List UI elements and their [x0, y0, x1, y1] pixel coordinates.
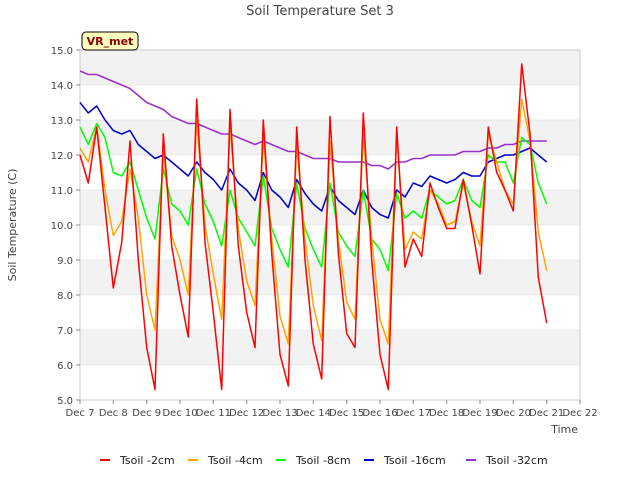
x-tick-label: Dec 18	[429, 408, 464, 419]
grid-band	[80, 225, 580, 260]
grid-band	[80, 365, 580, 400]
y-axis-ticks: 5.0 6.0 7.0 8.0 9.0 10.0 11.0 12.0 13.0 14.0 15.0	[51, 46, 80, 407]
x-tick-label: Dec 7	[66, 408, 95, 419]
y-tick-label: 14.0	[51, 81, 73, 92]
x-tick-label: Dec 14	[296, 408, 331, 419]
y-tick-label: 10.0	[51, 221, 73, 232]
x-tick-label: Dec 17	[396, 408, 431, 419]
y-tick-label: 15.0	[51, 46, 73, 57]
x-tick-label: Dec 15	[329, 408, 364, 419]
station-tag-label: VR_met	[87, 35, 134, 48]
y-tick-label: 7.0	[57, 326, 73, 337]
station-tag: VR_met	[81, 31, 139, 51]
y-tick-label: 12.0	[51, 151, 73, 162]
legend-label: Tsoil -4cm	[207, 454, 263, 467]
y-tick-label: 9.0	[57, 256, 73, 267]
legend-label: Tsoil -16cm	[383, 454, 446, 467]
y-tick-label: 13.0	[51, 116, 73, 127]
grid-band	[80, 330, 580, 365]
series-line-tsoil-16cm	[79, 102, 548, 219]
x-tick-label: Dec 11	[196, 408, 231, 419]
x-axis-label: Time	[550, 423, 578, 436]
series-line-tsoil-8cm	[79, 122, 548, 272]
grid-bands	[80, 50, 580, 401]
x-tick-label: Dec 12	[229, 408, 264, 419]
x-tick-label: Dec 21	[529, 408, 564, 419]
grid-band	[80, 260, 580, 295]
legend-label: Tsoil -8cm	[295, 454, 351, 467]
y-tick-label: 5.0	[57, 396, 73, 407]
legend-label: Tsoil -2cm	[119, 454, 175, 467]
x-tick-label: Dec 20	[496, 408, 531, 419]
y-axis-label: Soil Temperature (C)	[6, 169, 19, 282]
x-tick-label: Dec 19	[462, 408, 497, 419]
x-tick-label: Dec 9	[132, 408, 161, 419]
grid-band	[80, 190, 580, 225]
y-tick-label: 8.0	[57, 291, 73, 302]
x-tick-label: Dec 16	[362, 408, 397, 419]
legend: Tsoil -2cm Tsoil -4cm Tsoil -8cm Tsoil -16c…	[100, 454, 548, 467]
x-tick-label: Dec 13	[262, 408, 297, 419]
grid-band	[80, 50, 580, 85]
grid-band	[80, 295, 580, 330]
y-tick-label: 11.0	[51, 186, 73, 197]
grid-band	[80, 85, 580, 120]
x-tick-label: Dec 8	[99, 408, 128, 419]
y-tick-label: 6.0	[57, 361, 73, 372]
station-tag-box	[81, 31, 139, 51]
series-lines	[79, 63, 548, 391]
legend-label: Tsoil -32cm	[485, 454, 548, 467]
x-tick-label: Dec 22	[562, 408, 597, 419]
x-tick-label: Dec 10	[162, 408, 197, 419]
series-line-tsoil-2cm	[79, 63, 548, 391]
chart-title: Soil Temperature Set 3	[246, 4, 394, 19]
series-line-tsoil-32cm	[79, 70, 547, 170]
